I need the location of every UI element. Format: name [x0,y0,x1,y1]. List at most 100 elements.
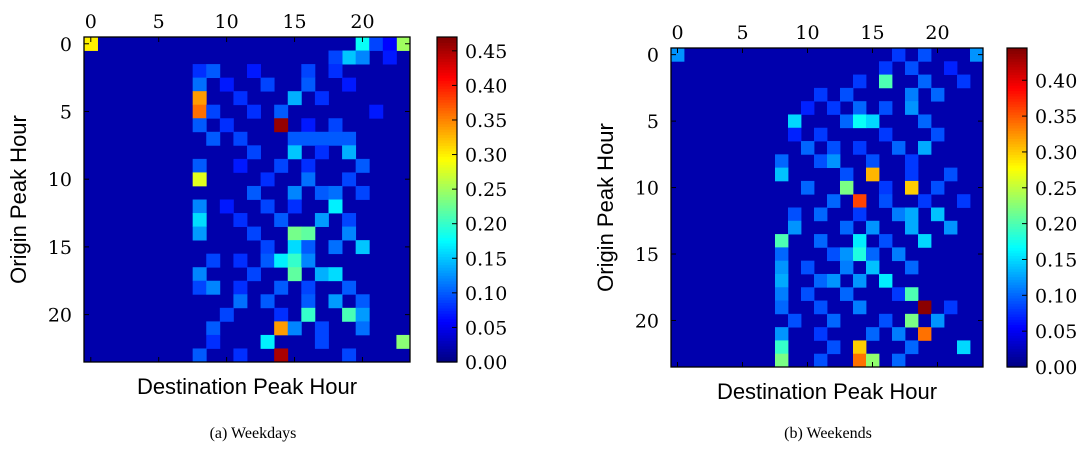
heatmap-cell [840,247,854,262]
colorbar-segment [1007,321,1027,326]
heatmap-cell [206,131,221,146]
colorbar-segment [437,215,457,220]
heatmap-cell [879,194,893,208]
heatmap-cell [233,131,248,146]
heatmap-cell [905,287,919,301]
colorbar-segment [437,345,457,350]
heatmap-cell [788,207,802,222]
colorbar-tick-label: 0.30 [465,145,507,167]
colorbar-segment [437,356,457,360]
colorbar-segment [437,156,457,160]
colorbar-segment [1007,265,1027,270]
heatmap-cell [866,260,880,275]
heatmap-cell [355,50,370,65]
heatmap-cell [918,114,932,129]
colorbar-segment [1007,141,1027,145]
heatmap-cell [827,273,841,288]
heatmap-cell [328,64,343,79]
heatmap-cell [247,64,261,79]
heatmap-cell [84,37,98,51]
heatmap-panel-2: 0 5 10 15 20 0 5 10 15 20 Destination Peak Hour Ori… [593,22,1077,442]
heatmap-cell [301,77,316,92]
heatmap-cell [301,253,316,268]
colorbar-segment [437,307,457,312]
heatmap-cell [931,313,945,328]
heatmap-cell [853,340,867,355]
heatmap-cell [957,194,971,208]
colorbar-segment [437,324,457,328]
heatmap-cell [879,273,893,288]
heatmap-cell [853,207,867,222]
heatmap-cell [314,334,329,349]
colorbar-segment [1007,276,1027,280]
colorbar-segment [437,332,457,336]
colorbar-segment [437,85,457,90]
colorbar-segment [1007,90,1027,94]
heatmap-cell [892,48,906,62]
heatmap-cell [775,260,789,275]
heatmap-cell [287,226,302,241]
y-tick-label: 20 [635,310,659,332]
colorbar-segment [437,66,457,71]
heatmap-cell [192,158,207,173]
colorbar-segment [1007,106,1027,110]
colorbar-segment [437,37,457,41]
colorbar-segment [437,321,457,325]
heatmap-cell [905,101,919,115]
colorbar-segment [1007,178,1027,182]
heatmap-cell [287,91,302,106]
heatmap-cell [287,131,302,146]
heatmap-cell [905,167,919,182]
colorbar-segment [1007,71,1027,76]
heatmap-cell [260,199,275,214]
colorbar-segment [437,123,457,127]
colorbar-segment [1007,159,1027,163]
colorbar-segment [1007,186,1027,190]
colorbar-segment [437,291,457,295]
heatmap-cell [879,234,893,248]
colorbar-segment [437,299,457,304]
heatmap-cell [866,114,880,129]
heatmap-cell [905,220,919,235]
colorbar-segment [437,204,457,209]
heatmap-cell [931,207,945,222]
heatmap-cell [301,307,316,322]
colorbar-segment [1007,154,1027,158]
heatmap-cell [827,340,841,355]
heatmap-cell [287,145,302,160]
colorbar-segment [437,185,457,190]
colorbar-segment [437,47,457,52]
heatmap-cell [274,104,289,119]
colorbar-segment [437,150,457,155]
heatmap-cell [814,127,828,142]
colorbar-segment [1007,297,1027,302]
heatmap-cell [355,37,370,51]
colorbar-frame [1006,47,1028,368]
heatmap-cell [814,207,828,222]
colorbar-segment [1007,162,1027,166]
colorbar-segment [437,183,457,187]
heatmap-cell [314,213,329,227]
heatmap-cell [328,131,343,146]
colorbar-segment [1007,164,1027,169]
colorbar-segment [1007,48,1027,52]
y-tick-label: 5 [647,111,659,133]
heatmap-cell [287,199,302,214]
heatmap-cell [260,172,275,187]
colorbar-segment [437,305,457,309]
heatmap-cell [775,327,789,341]
heatmap-cell [879,127,893,142]
colorbar-segment [437,261,457,266]
colorbar-segment [437,318,457,322]
colorbar-segment [437,221,457,225]
heatmap-cell [233,348,248,363]
colorbar-segment [1007,287,1027,291]
colorbar-segment [1007,244,1027,248]
heatmap-cell [192,77,207,92]
colorbar-segment [437,169,457,174]
colorbar-segment [1007,146,1027,150]
heatmap-cell [314,185,329,200]
colorbar-segment [437,110,457,114]
colorbar-segment [1007,138,1027,142]
